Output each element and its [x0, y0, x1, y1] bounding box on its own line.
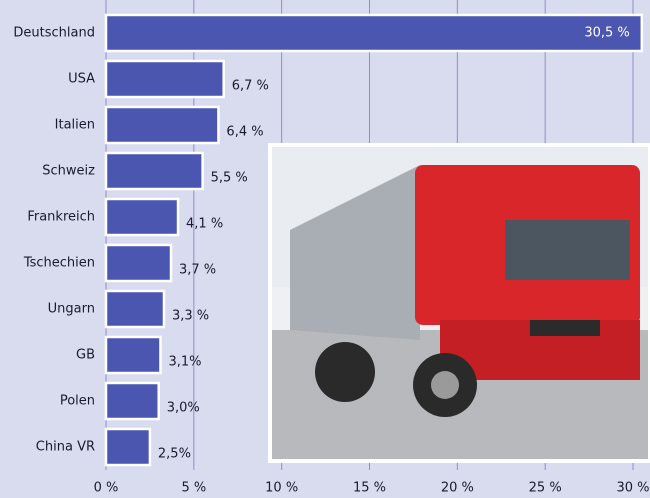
y-tick-label: USA — [68, 72, 95, 87]
value-label: 2,5% — [158, 447, 191, 462]
truck-photo — [268, 143, 650, 463]
y-tick-label: Ungarn — [48, 302, 95, 317]
y-tick-label: Italien — [55, 118, 95, 133]
y-tick-label: Schweiz — [42, 164, 95, 179]
x-tick-label: 10 % — [265, 481, 298, 496]
bar — [104, 243, 173, 283]
y-tick-label: Frankreich — [27, 210, 95, 225]
bar — [104, 381, 160, 421]
bar — [104, 151, 204, 191]
y-tick-label: China VR — [36, 440, 95, 455]
bar — [104, 289, 166, 329]
value-label: 4,1 % — [186, 217, 223, 232]
x-tick-label: 20 % — [441, 481, 474, 496]
y-tick-label: Polen — [60, 394, 95, 409]
x-tick-label: 30 % — [616, 481, 649, 496]
value-label: 6,7 % — [232, 79, 269, 94]
value-label: 5,5 % — [211, 171, 248, 186]
x-tick-label: 15 % — [353, 481, 386, 496]
bar — [104, 13, 644, 53]
y-tick-label: Tschechien — [23, 256, 95, 271]
x-tick-label: 25 % — [529, 481, 562, 496]
bar — [104, 105, 220, 145]
value-label: 3,0% — [167, 401, 200, 416]
x-tick-label: 0 % — [94, 481, 119, 496]
value-label: 3,1% — [168, 355, 201, 370]
value-label: 3,3 % — [172, 309, 209, 324]
value-label: 3,7 % — [179, 263, 216, 278]
y-tick-label: Deutschland — [13, 26, 95, 41]
value-label: 30,5 % — [584, 26, 629, 41]
y-tick-label: GB — [76, 348, 95, 363]
bar — [104, 197, 180, 237]
value-label: 6,4 % — [226, 125, 263, 140]
bar — [104, 335, 162, 375]
x-tick-label: 5 % — [181, 481, 206, 496]
bar — [104, 427, 152, 467]
bar — [104, 59, 225, 99]
